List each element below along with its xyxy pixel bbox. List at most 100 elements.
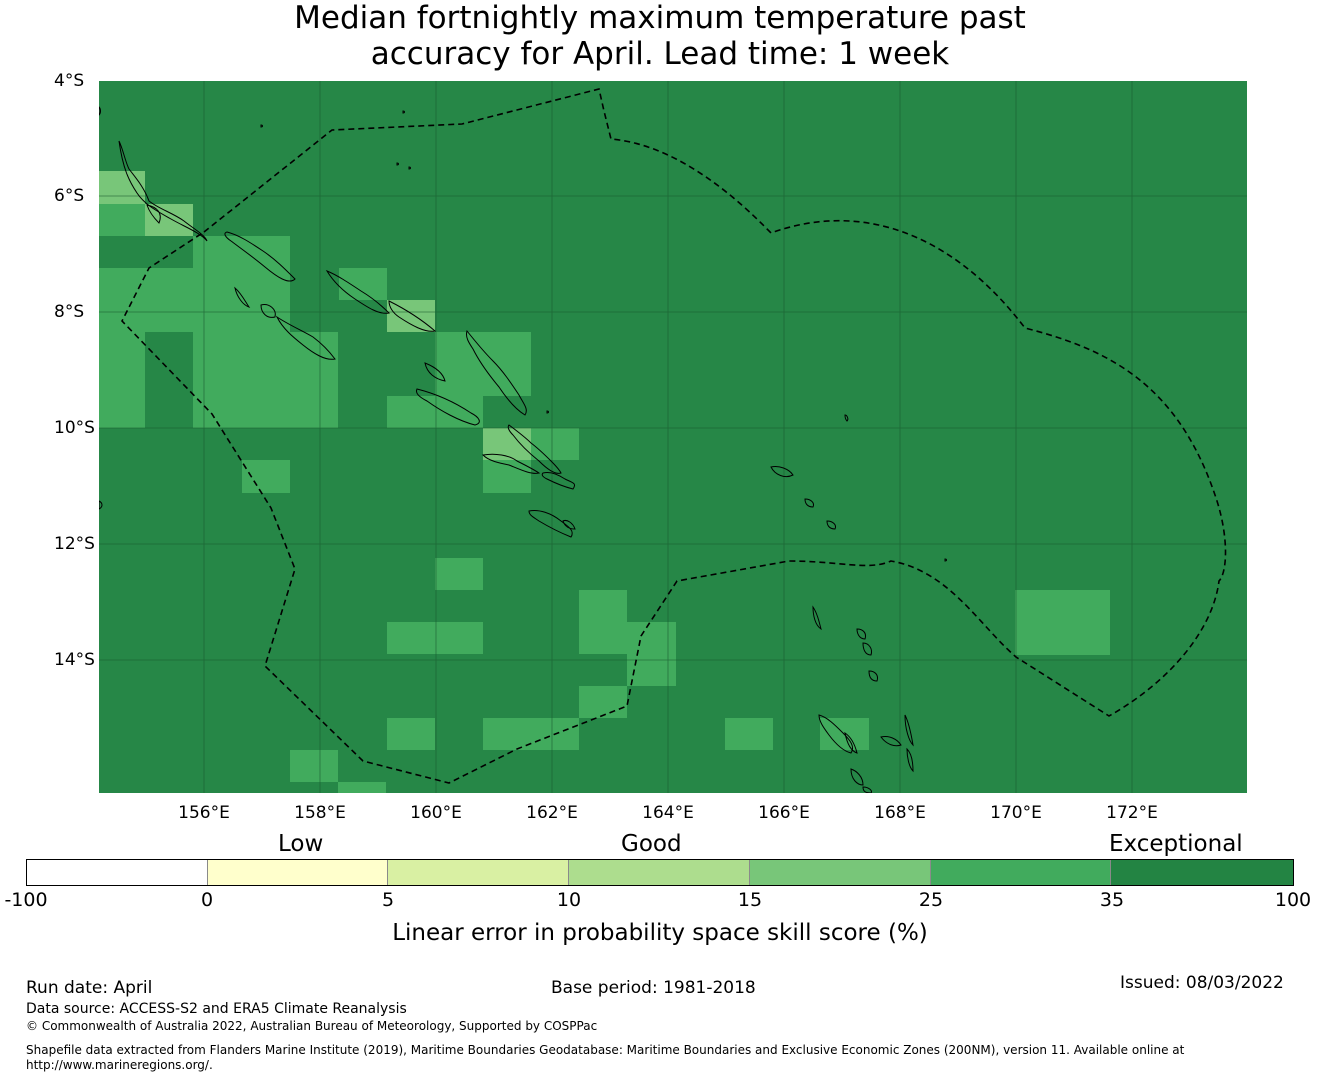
coastline xyxy=(275,315,336,360)
skill-cell xyxy=(483,718,579,750)
coastline xyxy=(424,362,446,382)
coastline xyxy=(546,410,549,414)
coastlines xyxy=(99,106,947,793)
skill-cell xyxy=(387,622,483,654)
skill-cell xyxy=(387,300,435,332)
skill-cell xyxy=(435,558,483,590)
skill-cell xyxy=(483,460,531,493)
coastline xyxy=(481,453,541,474)
lon-label-162e: 162°E xyxy=(526,803,578,823)
coastline xyxy=(562,520,576,530)
skill-cell xyxy=(290,332,338,428)
colorbar-tick-label: 15 xyxy=(737,889,763,911)
coastline xyxy=(868,670,878,682)
skill-cell xyxy=(579,590,627,622)
colorbar-segment xyxy=(388,860,570,885)
coastline xyxy=(466,329,527,416)
coastline xyxy=(541,472,576,490)
lat-label-4s: 4°S xyxy=(54,71,85,91)
coastline xyxy=(844,414,849,422)
coastline xyxy=(804,498,814,508)
coastline xyxy=(118,140,208,242)
skill-cell xyxy=(338,782,386,793)
lon-label-166e: 166°E xyxy=(758,803,810,823)
skill-cell xyxy=(579,622,627,654)
lon-label-170e: 170°E xyxy=(990,803,1042,823)
skill-cell xyxy=(193,332,290,428)
coastline xyxy=(260,124,263,128)
colorbar-tick-label: 5 xyxy=(381,889,395,911)
lon-label-164e: 164°E xyxy=(642,803,694,823)
coastline xyxy=(325,269,391,314)
skill-cell xyxy=(99,268,290,332)
coastline xyxy=(388,300,437,332)
coastline xyxy=(99,106,101,116)
coastline xyxy=(770,466,794,478)
lat-label-8s: 8°S xyxy=(54,302,85,322)
skill-cells xyxy=(99,171,1110,793)
colorbar xyxy=(26,859,1294,886)
colorbar-tick-label: 10 xyxy=(556,889,582,911)
lon-label-158e: 158°E xyxy=(294,803,346,823)
lat-label-12s: 12°S xyxy=(54,534,95,554)
coastline xyxy=(906,747,914,773)
coastline xyxy=(818,714,854,754)
colorbar-segment xyxy=(569,860,750,885)
data-source: Data source: ACCESS-S2 and ERA5 Climate … xyxy=(26,1001,407,1017)
skill-cell xyxy=(483,428,531,460)
colorbar-tick-label: 0 xyxy=(200,889,214,911)
map-title-line-1: Median fortnightly maximum temperature p… xyxy=(294,0,1026,36)
coastline xyxy=(224,231,296,282)
map-panel xyxy=(99,81,1247,793)
skill-cell xyxy=(99,204,145,236)
base-period: Base period: 1981-2018 xyxy=(551,978,756,998)
colorbar-tick-label: 25 xyxy=(918,889,944,911)
skill-cell xyxy=(725,718,773,750)
coastline xyxy=(396,162,399,166)
colorbar-tick-label: 35 xyxy=(1099,889,1125,911)
lon-label-168e: 168°E xyxy=(874,803,926,823)
colorbar-segment xyxy=(27,860,208,885)
coastline xyxy=(234,286,251,308)
skill-cell xyxy=(387,718,435,750)
skill-cell xyxy=(99,171,145,204)
coastline xyxy=(862,642,872,656)
colorbar-segment xyxy=(749,860,931,885)
skill-cell xyxy=(627,622,676,686)
colorbar-category-exceptional: Exceptional xyxy=(1109,831,1243,857)
lat-label-14s: 14°S xyxy=(54,650,95,670)
eez-boundary xyxy=(121,88,1227,784)
skill-cell xyxy=(193,236,290,268)
colorbar-segment xyxy=(207,860,389,885)
lat-label-10s: 10°S xyxy=(54,418,95,438)
shapefile-credit-line-1: Shapefile data extracted from Flanders M… xyxy=(26,1043,1185,1057)
coastline xyxy=(260,304,276,318)
colorbar-segment xyxy=(930,860,1112,885)
skill-cell xyxy=(242,460,290,493)
colorbar-segment xyxy=(1111,860,1294,885)
colorbar-label: Linear error in probability space skill … xyxy=(392,920,928,946)
skill-cell xyxy=(531,428,579,460)
coastline xyxy=(146,204,161,224)
lon-label-172e: 172°E xyxy=(1106,803,1158,823)
coastline xyxy=(528,510,573,538)
coastline xyxy=(99,500,103,510)
shapefile-credit-line-2: http://www.marineregions.org/. xyxy=(26,1058,213,1072)
copyright-notice: © Commonwealth of Australia 2022, Austra… xyxy=(26,1019,598,1033)
skill-cell xyxy=(99,332,145,428)
coastline xyxy=(402,110,405,114)
colorbar-category-low: Low xyxy=(278,831,324,857)
coastline xyxy=(944,558,947,562)
coastline xyxy=(416,388,480,426)
skill-cell xyxy=(435,332,483,396)
coastline xyxy=(408,166,411,170)
coastline xyxy=(904,714,914,747)
coastline xyxy=(850,768,864,786)
colorbar-tick-label: 100 xyxy=(1274,889,1312,911)
lon-label-160e: 160°E xyxy=(410,803,462,823)
coastline xyxy=(862,786,872,793)
coastline xyxy=(844,731,858,754)
skill-cell xyxy=(290,750,338,782)
skill-cell xyxy=(1015,590,1110,655)
coastline xyxy=(880,736,902,747)
